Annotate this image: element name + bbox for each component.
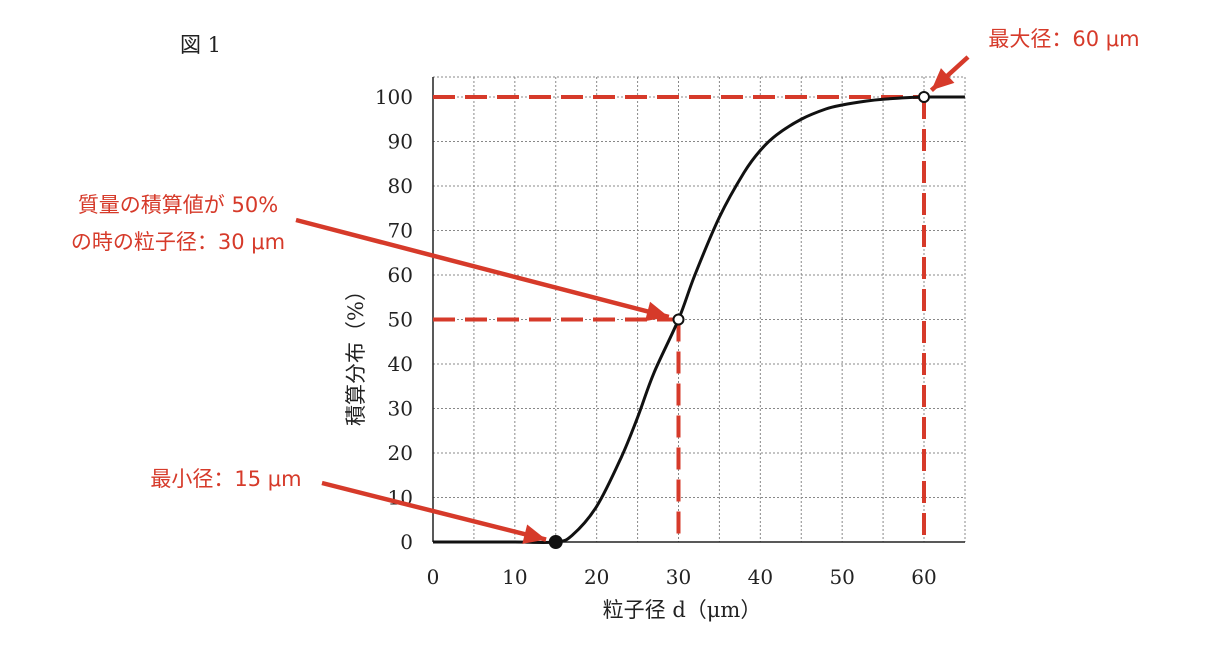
series-line	[432, 95, 965, 544]
figure-label: 図 1	[180, 33, 221, 57]
y-axis-label: 積算分布（%）	[344, 280, 368, 426]
x-axis-label: 粒子径 d（μm）	[603, 598, 762, 622]
y-tick-label: 100	[375, 85, 413, 109]
x-tick-label: 20	[584, 565, 609, 589]
grid	[433, 76, 966, 542]
y-tick-label: 0	[400, 530, 413, 554]
y-tick-label: 60	[388, 263, 413, 287]
annotation-arrow-head	[522, 524, 547, 544]
annotation-text: 最大径：60 μm	[988, 27, 1139, 51]
y-tick-label: 80	[388, 174, 413, 198]
y-tick-label: 70	[388, 219, 413, 243]
annotation-group: 最大径：60 μm 質量の積算値が 50% の時の粒子径：30 μm 最小径：15 μ…	[71, 27, 1140, 491]
annotation-text: 質量の積算値が 50%	[78, 193, 278, 217]
y-tick-label: 30	[388, 397, 413, 421]
x-tick-label: 30	[666, 565, 691, 589]
y-tick-label: 40	[388, 352, 413, 376]
annotation-text: の時の粒子径：30 μm	[71, 230, 285, 254]
annotation-arrow-head	[931, 68, 955, 91]
x-tick-label: 60	[911, 565, 936, 589]
x-tick-label: 10	[502, 565, 527, 589]
marker-group	[548, 91, 930, 549]
data-point-marker	[672, 313, 685, 326]
annotation-arrow-head	[645, 301, 669, 322]
reference-lines	[433, 95, 926, 542]
annotation-arrow-shaft	[295, 217, 670, 320]
x-tick-label: 0	[427, 565, 440, 589]
annotation-arrows	[295, 55, 970, 544]
y-tick-label: 90	[388, 130, 413, 154]
data-point-marker	[917, 91, 930, 103]
x-tick-label: 40	[748, 565, 773, 589]
annotation-text: 最小径：15 μm	[150, 467, 301, 491]
y-tick-label: 50	[388, 308, 413, 332]
data-point-marker	[548, 535, 563, 549]
y-tick-label: 20	[388, 441, 413, 465]
x-tick-label: 50	[829, 565, 854, 589]
axes	[432, 77, 965, 543]
annotation-arrow-shaft	[321, 480, 547, 542]
series-group	[432, 95, 965, 544]
